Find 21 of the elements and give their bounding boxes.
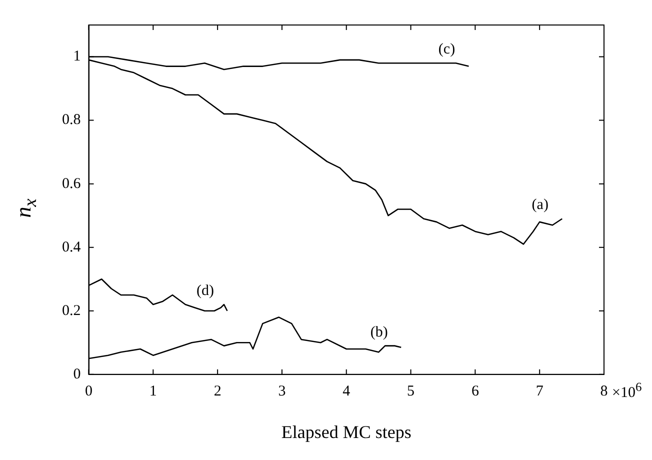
text: ×10$^{6}$ <box>612 380 642 402</box>
x-tick-label: 5 <box>407 383 415 400</box>
x-tick-label: 1 <box>149 383 157 400</box>
x-tick-label: 8 <box>600 383 608 400</box>
y-tick-label: 1 <box>73 48 81 65</box>
y-tick-label: 0.6 <box>62 176 82 192</box>
series-label: (c) <box>438 42 456 58</box>
series-label: (b) <box>370 324 388 340</box>
y-tick-label: 0 <box>73 366 81 382</box>
x-tick-label: 2 <box>214 383 222 400</box>
y-tick-label: 0.2 <box>62 302 81 319</box>
y-tick-label: 0.4 <box>62 239 82 256</box>
series-label: (d) <box>196 282 214 299</box>
x-tick-label: 4 <box>342 383 351 400</box>
x-axis-title: Elapsed MC steps <box>281 422 412 442</box>
x-tick-label: 6 <box>471 383 480 400</box>
x-tick-label: 7 <box>536 383 544 400</box>
x-tick-label: 3 <box>278 383 286 400</box>
y-tick-label: 0.8 <box>62 112 81 128</box>
x-tick-label: 0 <box>85 383 92 400</box>
series-label: (a) <box>532 197 548 214</box>
